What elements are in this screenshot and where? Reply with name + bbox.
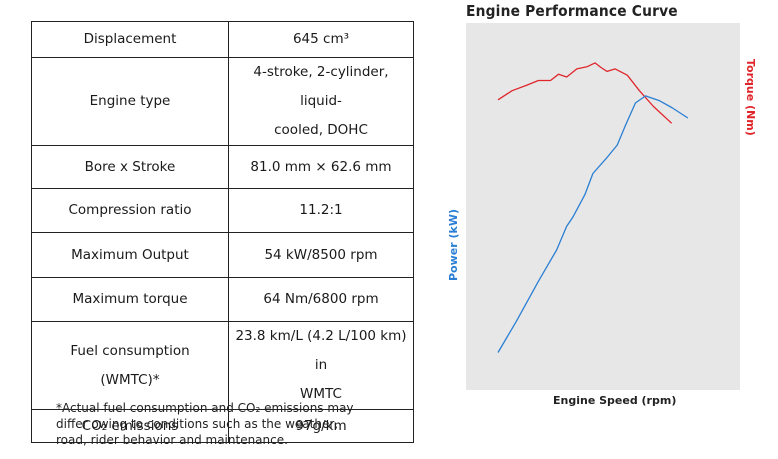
spec-row: Compression ratio 11.2:1	[31, 188, 414, 233]
spec-label: Displacement	[31, 21, 229, 58]
footnote-line: differ owing to conditions such as the w…	[56, 417, 339, 431]
spec-row: Engine type 4-stroke, 2-cylinder, liquid…	[31, 57, 414, 146]
spec-value-line: WMTC	[300, 386, 342, 402]
spec-row: Bore x Stroke 81.0 mm × 62.6 mm	[31, 145, 414, 189]
spec-label: Maximum Output	[31, 232, 229, 278]
spec-value: 81.0 mm × 62.6 mm	[228, 145, 414, 189]
spec-row: Displacement 645 cm³	[31, 21, 414, 58]
spec-value-line: 23.8 km/L (4.2 L/100 km) in	[235, 328, 407, 373]
spec-value: 97g/km	[228, 409, 414, 443]
spec-value: 23.8 km/L (4.2 L/100 km) in WMTC	[228, 321, 414, 410]
spec-value-line: 4-stroke, 2-cylinder, liquid-	[253, 64, 389, 109]
spec-value: 64 Nm/6800 rpm	[228, 277, 414, 322]
footnote: *Actual fuel consumption and CO₂ emissio…	[56, 400, 386, 448]
spec-label: Fuel consumption (WMTC)*	[31, 321, 229, 410]
torque-curve-line	[497, 62, 673, 124]
spec-label: Compression ratio	[31, 188, 229, 233]
power-curve-line	[497, 95, 689, 353]
spec-label: CO₂ emissions	[31, 409, 229, 443]
spec-row: Maximum Output 54 kW/8500 rpm	[31, 232, 414, 278]
spec-row: Fuel consumption (WMTC)* 23.8 km/L (4.2 …	[31, 321, 414, 410]
spec-label-line: Fuel consumption	[70, 342, 190, 359]
footnote-line: road, rider behavior and maintenance.	[56, 433, 288, 447]
performance-chart	[497, 62, 689, 353]
spec-label: Maximum torque	[31, 277, 229, 322]
chart-title: Engine Performance Curve	[466, 2, 678, 20]
x-axis-label: Engine Speed (rpm)	[553, 394, 677, 407]
spec-label: Bore x Stroke	[31, 145, 229, 189]
spec-value: 54 kW/8500 rpm	[228, 232, 414, 278]
spec-row: Maximum torque 64 Nm/6800 rpm	[31, 277, 414, 322]
spec-label-line: (WMTC)*	[100, 371, 160, 388]
y-axis-label-power: Power (kW)	[447, 209, 460, 281]
spec-label: Engine type	[31, 57, 229, 146]
spec-row: CO₂ emissions 97g/km	[31, 409, 414, 443]
y-axis-label-torque: Torque (Nm)	[744, 59, 757, 136]
footnote-line: *Actual fuel consumption and CO₂ emissio…	[56, 401, 354, 415]
spec-value-line: cooled, DOHC	[274, 122, 368, 138]
spec-table: Displacement 645 cm³ Engine type 4-strok…	[31, 21, 414, 443]
spec-value: 4-stroke, 2-cylinder, liquid- cooled, DO…	[228, 57, 414, 146]
spec-value: 645 cm³	[228, 21, 414, 58]
spec-value: 11.2:1	[228, 188, 414, 233]
